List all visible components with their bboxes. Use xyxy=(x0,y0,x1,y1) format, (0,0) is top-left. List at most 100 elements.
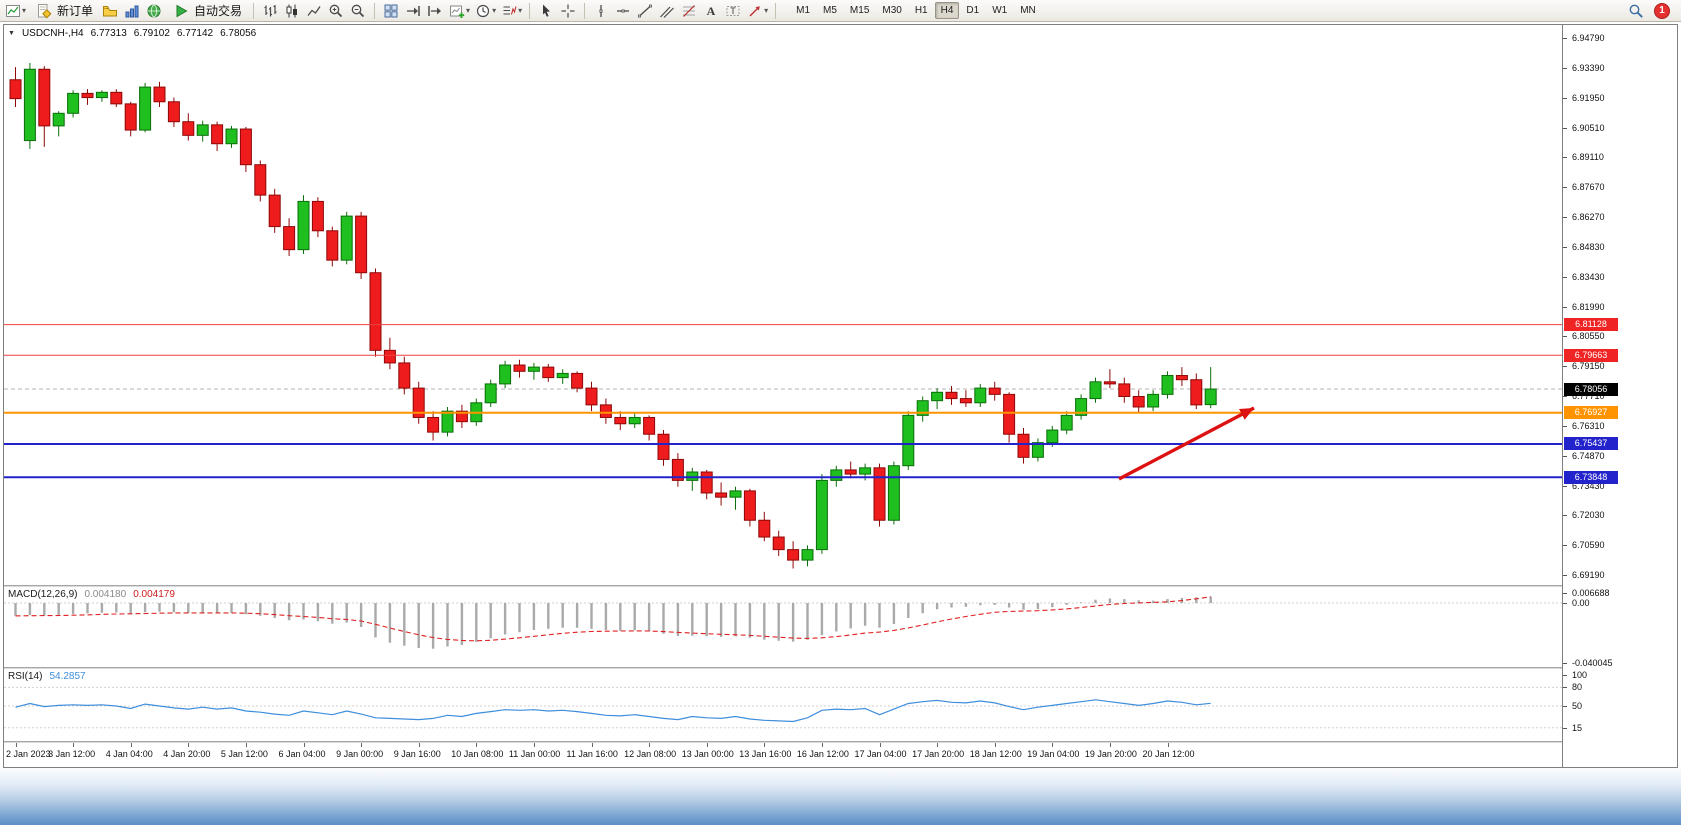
candle xyxy=(283,218,296,256)
macd-canvas[interactable] xyxy=(4,587,1562,667)
rsi-value: 54.2857 xyxy=(49,671,86,682)
toolbar-separator xyxy=(529,2,531,19)
symbol-menu-icon[interactable]: ▼ xyxy=(8,30,15,37)
notification-badge[interactable]: 1 xyxy=(1654,2,1670,19)
auto-trading-button-label: 自动交易 xyxy=(194,4,243,18)
profiles-icon[interactable] xyxy=(100,1,120,20)
ohlc-high: 6.79102 xyxy=(133,28,170,39)
charts-bar-icon[interactable] xyxy=(122,1,142,20)
crosshair-icon[interactable] xyxy=(558,1,578,20)
indicators-icon[interactable] xyxy=(499,1,519,20)
time-axis-label: 16 Jan 12:00 xyxy=(796,749,849,759)
timeframe-m5[interactable]: M5 xyxy=(823,5,837,16)
axis-tick xyxy=(1563,603,1567,605)
candle xyxy=(81,89,94,105)
timeframe-h4[interactable]: H4 xyxy=(934,2,960,19)
candle xyxy=(916,396,929,422)
candle xyxy=(513,359,526,378)
arrows-icon[interactable] xyxy=(745,1,765,20)
trendline-icon[interactable] xyxy=(635,1,655,20)
new-chart-icon[interactable] xyxy=(3,1,23,20)
cursor-icon[interactable] xyxy=(536,1,556,20)
timeframe-m1[interactable]: M1 xyxy=(796,5,811,16)
candle xyxy=(844,461,857,479)
timeframe-mn[interactable]: MN xyxy=(1020,5,1036,16)
zoom-in-icon[interactable] xyxy=(326,1,346,20)
text-icon[interactable]: A xyxy=(701,1,721,20)
axis-tick xyxy=(1563,336,1567,338)
price-axis-label: 6.86270 xyxy=(1572,212,1605,222)
community-icon[interactable] xyxy=(144,1,164,20)
timeframe-h1[interactable]: H1 xyxy=(914,5,928,16)
period-clock-icon[interactable] xyxy=(473,1,493,20)
new-chart-icon-dropdown-arrow[interactable]: ▾ xyxy=(22,6,27,15)
candle xyxy=(326,226,339,267)
timeframe-d1[interactable]: D1 xyxy=(966,5,980,16)
candle xyxy=(988,381,1001,401)
time-tick xyxy=(937,743,939,747)
new-chart-plus-icon[interactable] xyxy=(447,1,467,20)
time-axis-label: 19 Jan 20:00 xyxy=(1084,749,1137,759)
macd-pane[interactable]: MACD(12,26,9) 0.004180 0.004179 xyxy=(4,587,1562,667)
timeframe-m30[interactable]: M30 xyxy=(882,5,902,16)
axis-tick xyxy=(1563,663,1567,664)
vertical-line-icon[interactable] xyxy=(591,1,611,20)
main-chart-pane[interactable]: ▼ USDCNH-,H4 6.77313 6.79102 6.77142 6.7… xyxy=(4,25,1562,585)
trend-arrow-object[interactable] xyxy=(1118,406,1255,481)
timeframe-w1[interactable]: W1 xyxy=(992,5,1008,16)
candle xyxy=(383,337,396,370)
period-clock-icon-dropdown-arrow[interactable]: ▾ xyxy=(492,6,497,15)
time-axis-label: 17 Jan 04:00 xyxy=(854,749,907,759)
axis-tick xyxy=(1563,187,1567,189)
time-axis[interactable]: 2 Jan 2023 3 Jan 12:00 4 Jan 04:00 4 Jan 20… xyxy=(4,743,1562,767)
pane-separator[interactable] xyxy=(4,585,1677,587)
chart-title: USDCNH-,H4 xyxy=(21,28,84,39)
axis-tick xyxy=(1563,276,1567,278)
candlestick-icon[interactable] xyxy=(282,1,302,20)
arrows-icon-dropdown-arrow[interactable]: ▾ xyxy=(764,6,769,15)
candle xyxy=(743,488,756,527)
rsi-canvas[interactable] xyxy=(4,669,1562,741)
axis-tick xyxy=(1563,455,1567,457)
price-axis-label: 6.83430 xyxy=(1572,271,1605,282)
pane-separator[interactable] xyxy=(4,741,1677,743)
play-icon[interactable] xyxy=(171,1,191,20)
candle xyxy=(182,113,195,141)
rsi-pane[interactable]: RSI(14) 54.2857 xyxy=(4,669,1562,741)
price-chart-canvas[interactable] xyxy=(4,25,1562,585)
candle xyxy=(1075,394,1088,420)
fibonacci-icon[interactable] xyxy=(679,1,699,20)
timeframe-m15[interactable]: M15 xyxy=(849,5,870,16)
tile-windows-icon[interactable] xyxy=(381,1,401,20)
time-tick xyxy=(764,743,766,747)
time-axis-label: 9 Jan 16:00 xyxy=(393,749,441,759)
chart-shift-icon[interactable] xyxy=(425,1,445,20)
axis-tick xyxy=(1563,38,1567,39)
auto-scroll-icon[interactable] xyxy=(403,1,423,20)
order-icon[interactable] xyxy=(34,1,54,20)
candle xyxy=(830,465,843,487)
indicators-icon-dropdown-arrow[interactable]: ▾ xyxy=(518,6,523,15)
candle xyxy=(239,126,252,173)
rsi-axis-label: 100 xyxy=(1572,670,1588,680)
auto-trading-button[interactable]: 自动交易 xyxy=(166,1,247,20)
candle xyxy=(945,386,958,405)
zoom-out-icon[interactable] xyxy=(348,1,368,20)
new-chart-plus-icon-dropdown-arrow[interactable]: ▾ xyxy=(466,6,471,15)
ohlc-bars-icon[interactable] xyxy=(260,1,280,20)
text-label-icon[interactable]: T xyxy=(723,1,743,20)
equidistant-channel-icon[interactable] xyxy=(657,1,677,20)
search-icon[interactable] xyxy=(1626,1,1646,20)
time-axis-label: 11 Jan 00:00 xyxy=(508,749,561,759)
pane-separator[interactable] xyxy=(4,667,1677,669)
price-axis[interactable]: 6.94790 6.93390 6.91950 6.90510 6.89110 6.876… xyxy=(1562,25,1677,767)
time-tick xyxy=(245,743,247,747)
macd-label: MACD(12,26,9) xyxy=(8,589,78,600)
main-toolbar: ▾ 新订单 自动交易 ▾ ▾ ▾ A T ▾ M1 M5 M15 M30 H1 H4 D1 W1 MN 1 xyxy=(0,0,1681,22)
candle xyxy=(1204,367,1217,409)
price-axis-label: 6.76310 xyxy=(1572,420,1605,431)
new-order-button[interactable]: 新订单 xyxy=(29,1,98,20)
line-chart-icon[interactable] xyxy=(304,1,324,20)
candle xyxy=(1060,411,1073,435)
horizontal-line-icon[interactable] xyxy=(613,1,633,20)
